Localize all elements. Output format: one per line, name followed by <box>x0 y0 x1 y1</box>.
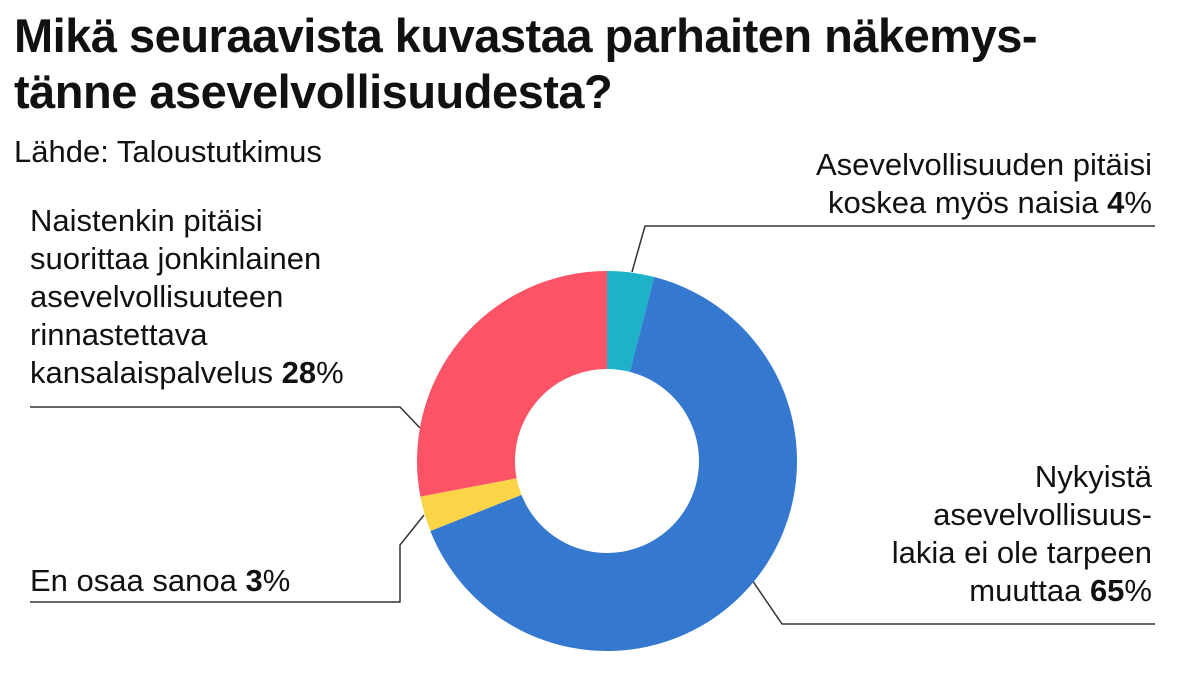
leader-lines <box>30 225 1155 625</box>
unit-dont-know: % <box>262 563 291 598</box>
value-civil-service: 28 <box>281 355 317 390</box>
chart-title: Mikä seuraavista kuvastaa parhaiten näke… <box>14 8 1184 120</box>
label-women-too-line-2: koskea myös naisia <box>828 185 1099 220</box>
slice-dont-know <box>420 478 522 531</box>
label-dont-know-line-1: En osaa sanoa <box>30 563 237 598</box>
title-line-2: tänne asevelvollisuudesta? <box>14 65 613 118</box>
value-no-change: 65 <box>1089 573 1125 608</box>
unit-no-change: % <box>1124 573 1152 608</box>
label-no-change-line-3: lakia ei ole tarpeen <box>891 535 1152 570</box>
value-women-too: 4 <box>1107 185 1125 220</box>
leader-no-change <box>751 579 1155 625</box>
label-women-too-line-1: Asevelvollisuuden pitäisi <box>815 147 1152 182</box>
slice-women-too <box>607 271 655 372</box>
label-dont-know: En osaa sanoa 3% <box>30 562 290 600</box>
label-civil-service-line-3: asevelvollisuuteen <box>30 279 284 314</box>
source-label: Lähde: Taloustutkimus <box>14 134 322 169</box>
label-civil-service-line-2: suorittaa jonkinlainen <box>30 241 322 276</box>
slices <box>416 271 797 651</box>
label-no-change-line-2: asevelvollisuus- <box>933 497 1152 532</box>
label-no-change-line-4: muuttaa <box>969 573 1082 608</box>
label-no-change-line-1: Nykyistä <box>1034 459 1152 494</box>
slice-civil-service <box>416 271 607 497</box>
title-line-1: Mikä seuraavista kuvastaa parhaiten näke… <box>14 9 1038 62</box>
label-civil-service-line-1: Naistenkin pitäisi <box>30 203 263 238</box>
unit-women-too: % <box>1124 185 1152 220</box>
label-civil-service-line-5: kansalaispalvelus <box>30 355 273 390</box>
leader-civil-service <box>30 406 421 429</box>
leader-women-too <box>631 225 1155 273</box>
label-no-change: Nykyistä asevelvollisuus- lakia ei ole t… <box>892 458 1152 610</box>
label-civil-service: Naistenkin pitäisi suorittaa jonkinlaine… <box>30 202 344 392</box>
value-dont-know: 3 <box>245 563 263 598</box>
unit-civil-service: % <box>316 355 344 390</box>
slice-no-change <box>430 276 797 651</box>
leader-dont-know <box>30 514 425 603</box>
label-women-too: Asevelvollisuuden pitäisi koskea myös na… <box>816 146 1152 222</box>
label-civil-service-line-4: rinnastettava <box>30 317 208 352</box>
